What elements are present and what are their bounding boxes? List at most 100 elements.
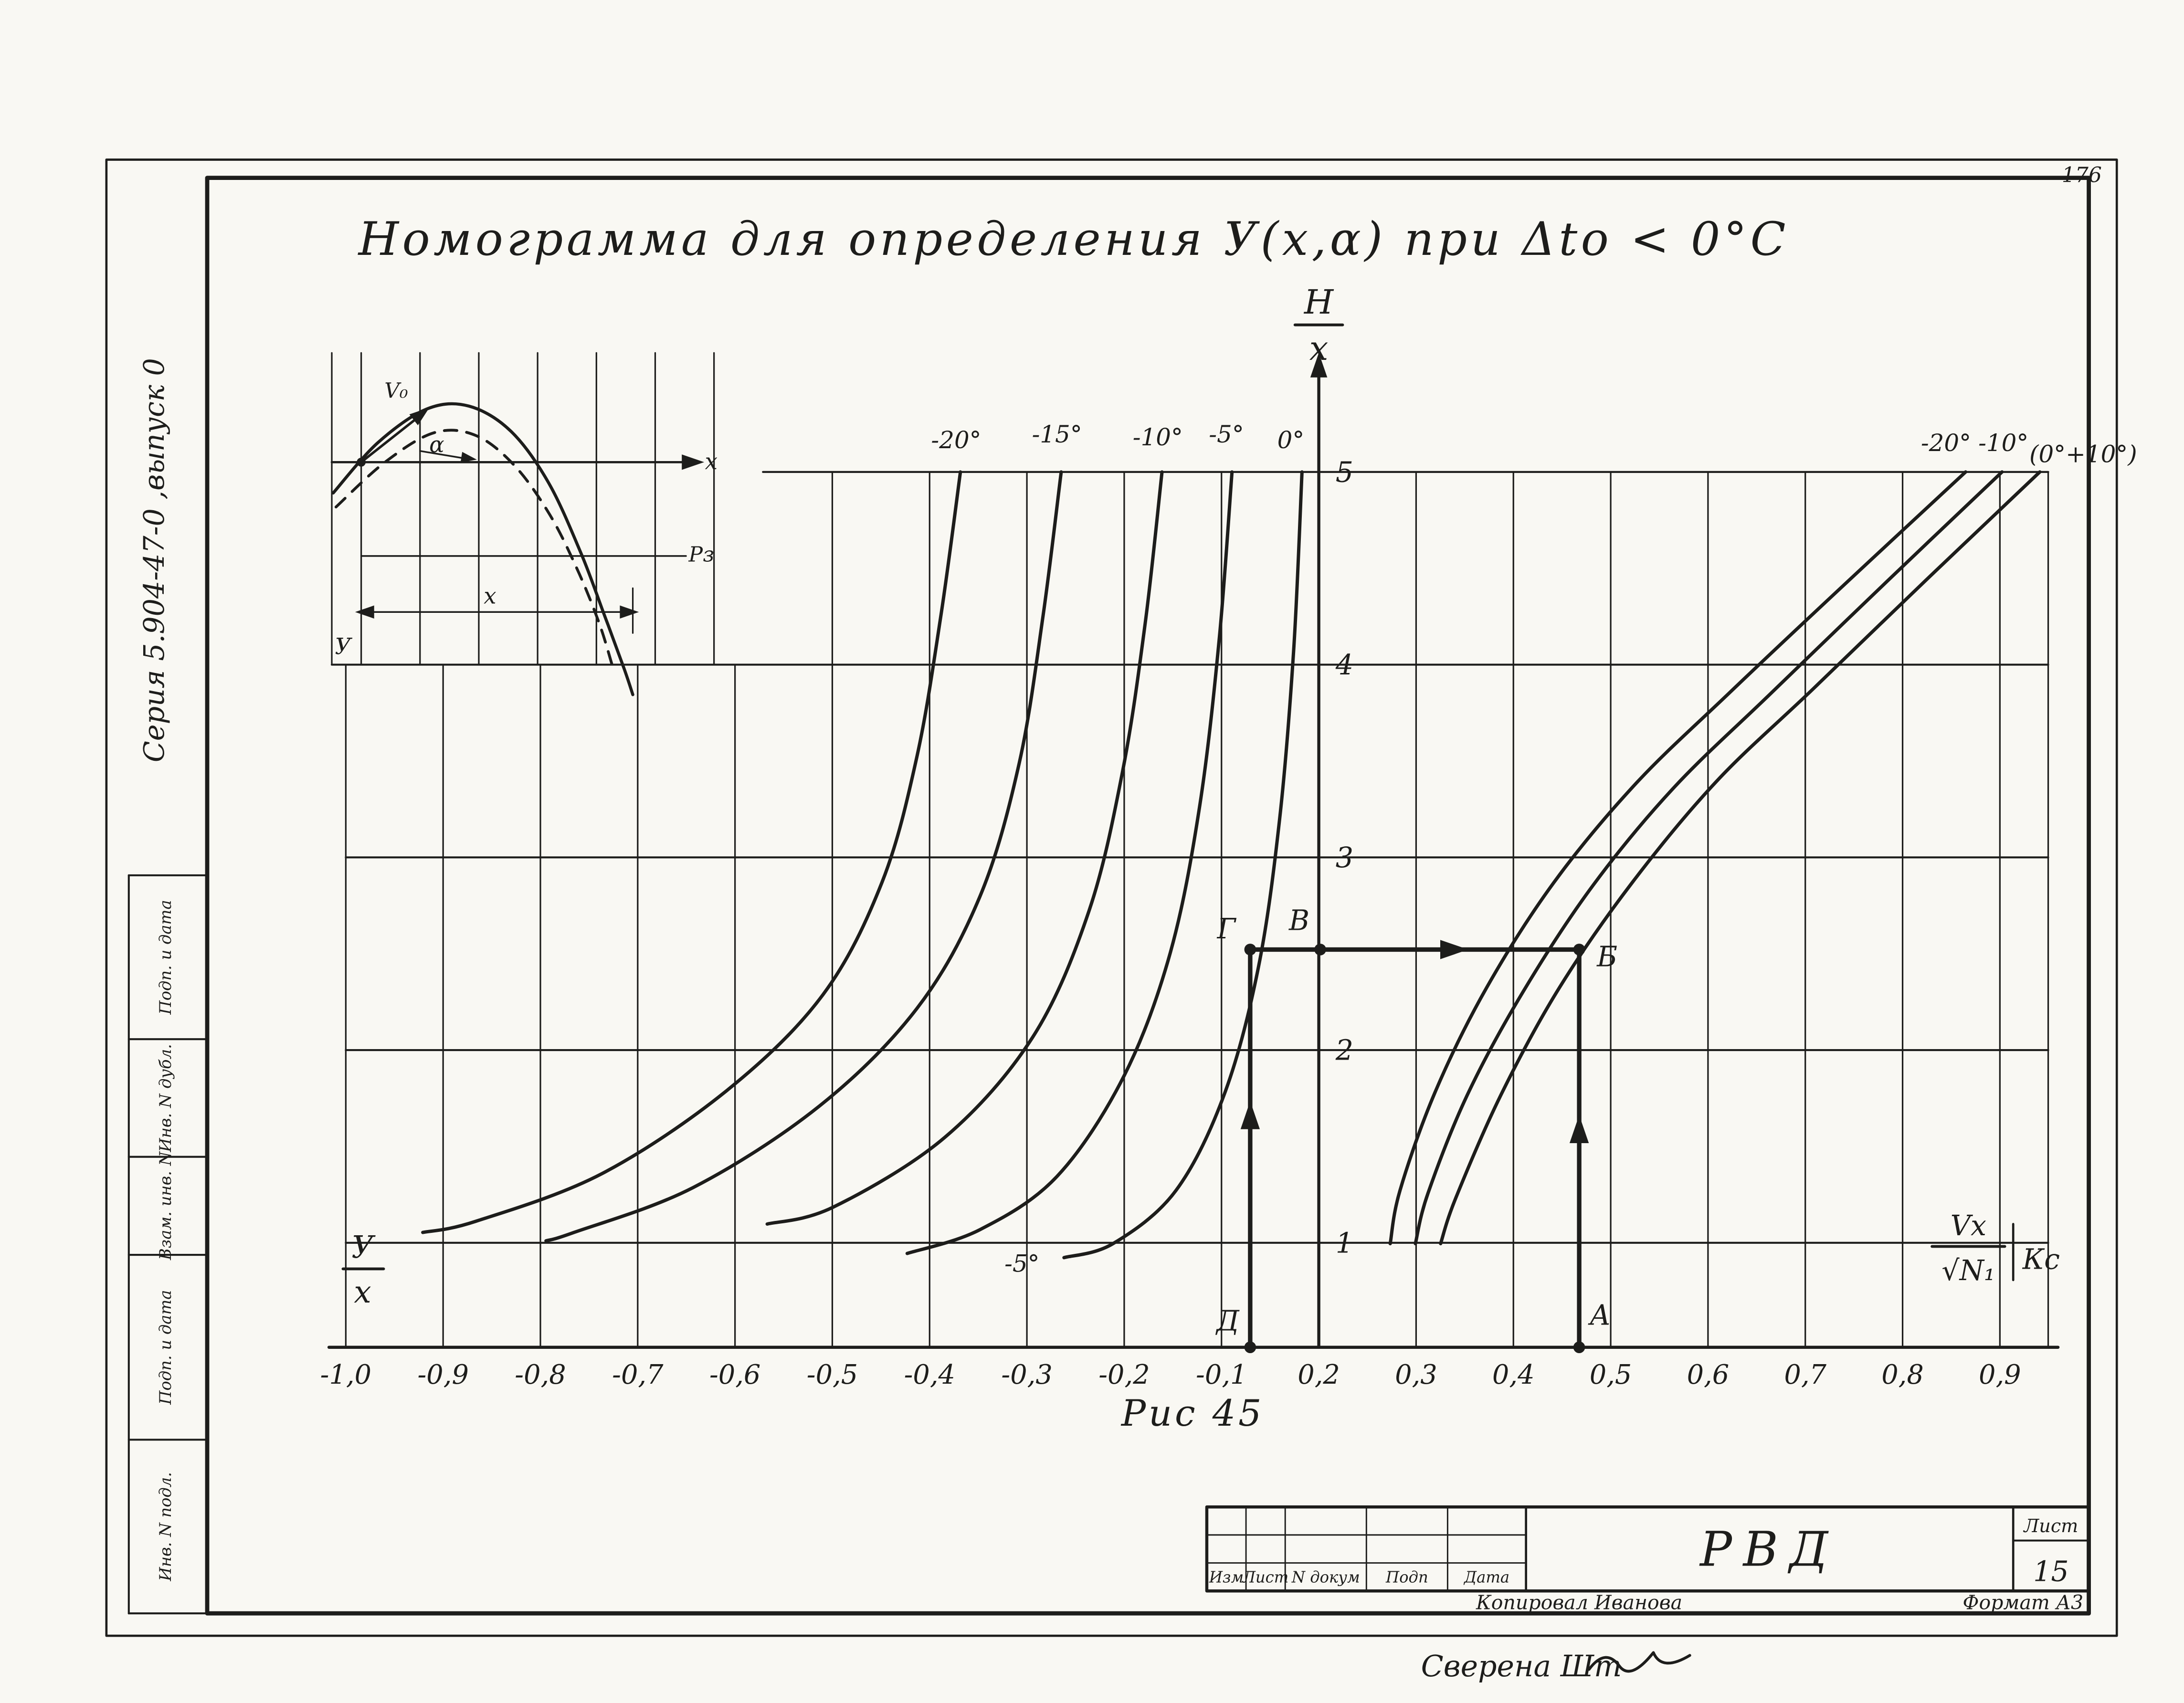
nomogram-curve-left (421, 470, 962, 1234)
right-axis-title: Vх √N₁ Кс (1931, 1209, 2060, 1287)
x-tick-label: 0,6 (1687, 1359, 1730, 1390)
title-block-col-ndoc: N докум (1291, 1568, 1360, 1587)
x-tick-label: -0,4 (904, 1359, 955, 1390)
sheet-label: Лист (2023, 1515, 2078, 1536)
checked-note: Сверена Шт (1421, 1649, 1622, 1683)
inset-x-axis-label: х (705, 449, 717, 475)
nomogram-curve-right (1414, 470, 2004, 1246)
construction-path: Д Г В Б А (1215, 904, 1617, 1354)
x-tick-label: 0,8 (1881, 1359, 1924, 1390)
right-axis-denominator: √N₁ (1941, 1254, 1995, 1287)
inset-alpha-arrow (460, 452, 477, 463)
y-axis-title-numerator: Н (1303, 283, 1334, 322)
x-tick-label: 0,2 (1298, 1359, 1340, 1390)
x-tick-label: -0,5 (807, 1359, 858, 1390)
y-tick-label: 1 (1336, 1227, 1353, 1259)
curve-label: -10° (1133, 423, 1183, 451)
x-tick-label: -1,0 (320, 1359, 371, 1390)
x-tick-label: 0,4 (1492, 1359, 1535, 1390)
inset-dim-arrow (620, 605, 639, 619)
construction-point-label: Г (1217, 913, 1237, 945)
outer-border (105, 158, 2118, 1637)
x-tick-label: -0,7 (612, 1359, 664, 1390)
construction-dot (1244, 1341, 1256, 1354)
x-tick-label: 0,5 (1590, 1359, 1632, 1390)
x-tick-label: -0,9 (417, 1359, 468, 1390)
inset-v0-arrow (409, 407, 430, 426)
page-corner-number: 176 (2062, 163, 2102, 187)
nomogram-curve-left (765, 470, 1164, 1226)
stamp-box-label: Подп. и дата (156, 900, 175, 1015)
curve-label: -5° (1209, 420, 1244, 448)
curve-label: 0° (1277, 426, 1305, 454)
stamp-box-label: Инв. N подл. (156, 1472, 175, 1582)
nomogram-curve-left (1062, 470, 1304, 1260)
y-tick-label: 2 (1335, 1034, 1353, 1067)
x-tick-label: -0,1 (1196, 1359, 1247, 1390)
nomogram-curves (421, 470, 2042, 1260)
construction-arrow (1569, 1115, 1589, 1144)
inset-labels: V₀ α х Рз х У (335, 378, 717, 660)
stamp-box-label: Взам. инв. N (156, 1151, 175, 1261)
construction-dot (1314, 944, 1326, 956)
inset-dim-arrow (355, 605, 374, 619)
inner-frame (205, 176, 2091, 1616)
axis-labels: -1,0 -0,9 -0,8 -0,7 -0,6 -0,5 -0,4 -0,3 -0,2 -0,1… (320, 420, 2137, 1390)
inset-v0-label: V₀ (384, 378, 408, 403)
construction-dot (1573, 944, 1585, 956)
stamp-box-label: Инв. N дубл. (156, 1044, 175, 1153)
stamp-column: Подп. и дата Инв. N дубл.Взам. инв. N Подп… (127, 874, 209, 1615)
inset-dim-label: х (484, 583, 496, 610)
construction-point-label: Д (1215, 1304, 1240, 1337)
x-tick-label: -0,6 (709, 1359, 760, 1390)
curve-label: -15° (1032, 420, 1082, 448)
inset-x-axis-arrow (682, 454, 705, 470)
chart-title: Номограмма для определения У(х,α) при Δt… (358, 212, 1789, 266)
title-block-col-izm: Изм (1209, 1568, 1244, 1587)
inset-v0-vector (359, 419, 416, 463)
y-tick-label: 4 (1335, 649, 1353, 681)
nomogram-curve-right (1439, 470, 2042, 1246)
construction-point-label: А (1588, 1299, 1611, 1332)
curve-label: -20° (1921, 429, 1971, 457)
title-block-col-data: Дата (1463, 1568, 1509, 1587)
construction-point-label: В (1288, 904, 1309, 936)
x-tick-label: 0,9 (1979, 1359, 2021, 1390)
construction-arrow (1240, 1101, 1260, 1129)
nomogram-curve-left (544, 470, 1063, 1243)
hx-axis-arrow (1310, 353, 1328, 378)
nomogram-curve-right (1388, 470, 1968, 1246)
nomogram-curve-left (905, 470, 1234, 1255)
title-block-col-podp: Подп (1385, 1568, 1428, 1587)
figure-caption: Рис 45 (1120, 1392, 1265, 1434)
title-block-col-list: Лист (1242, 1568, 1288, 1587)
construction-point-label: Б (1596, 941, 1617, 973)
curve-label: -5° (1004, 1250, 1039, 1277)
curve-label: (0°+10°) (2029, 440, 2137, 468)
inset-rz-label: Рз (688, 543, 714, 567)
right-axis-suffix: Кс (2022, 1243, 2060, 1275)
title-block: Изм Лист N докум Подп Дата РВД Лист 15 К… (1205, 1505, 2090, 1614)
series-label: Серия 5.904-47-0 ,выпуск 0 (138, 358, 170, 762)
left-axis-denominator: х (354, 1274, 371, 1310)
construction-dot (1573, 1341, 1585, 1354)
inset-trajectory-dashed (334, 429, 613, 665)
inset-trajectory-solid (331, 402, 634, 696)
inset-alpha-pointer (419, 450, 463, 459)
curve-label: -20° (931, 426, 981, 454)
title-block-frame (1205, 1505, 2090, 1593)
inset-sketch (330, 352, 715, 696)
y-tick-label: 3 (1336, 841, 1353, 874)
x-tick-label: 0,3 (1395, 1359, 1437, 1390)
y-tick-label: 5 (1336, 456, 1353, 488)
sheet-number: 15 (2033, 1556, 2069, 1588)
format-note: Формат А3 (1962, 1591, 2083, 1614)
inset-y-axis-label: У (335, 633, 353, 660)
right-axis-numerator: Vх (1951, 1209, 1986, 1242)
left-axis-title: У х (341, 1230, 385, 1310)
x-tick-label: -0,3 (1001, 1359, 1052, 1390)
left-axis-numerator: У (351, 1230, 376, 1265)
copied-by-note: Копировал Иванова (1476, 1591, 1682, 1614)
